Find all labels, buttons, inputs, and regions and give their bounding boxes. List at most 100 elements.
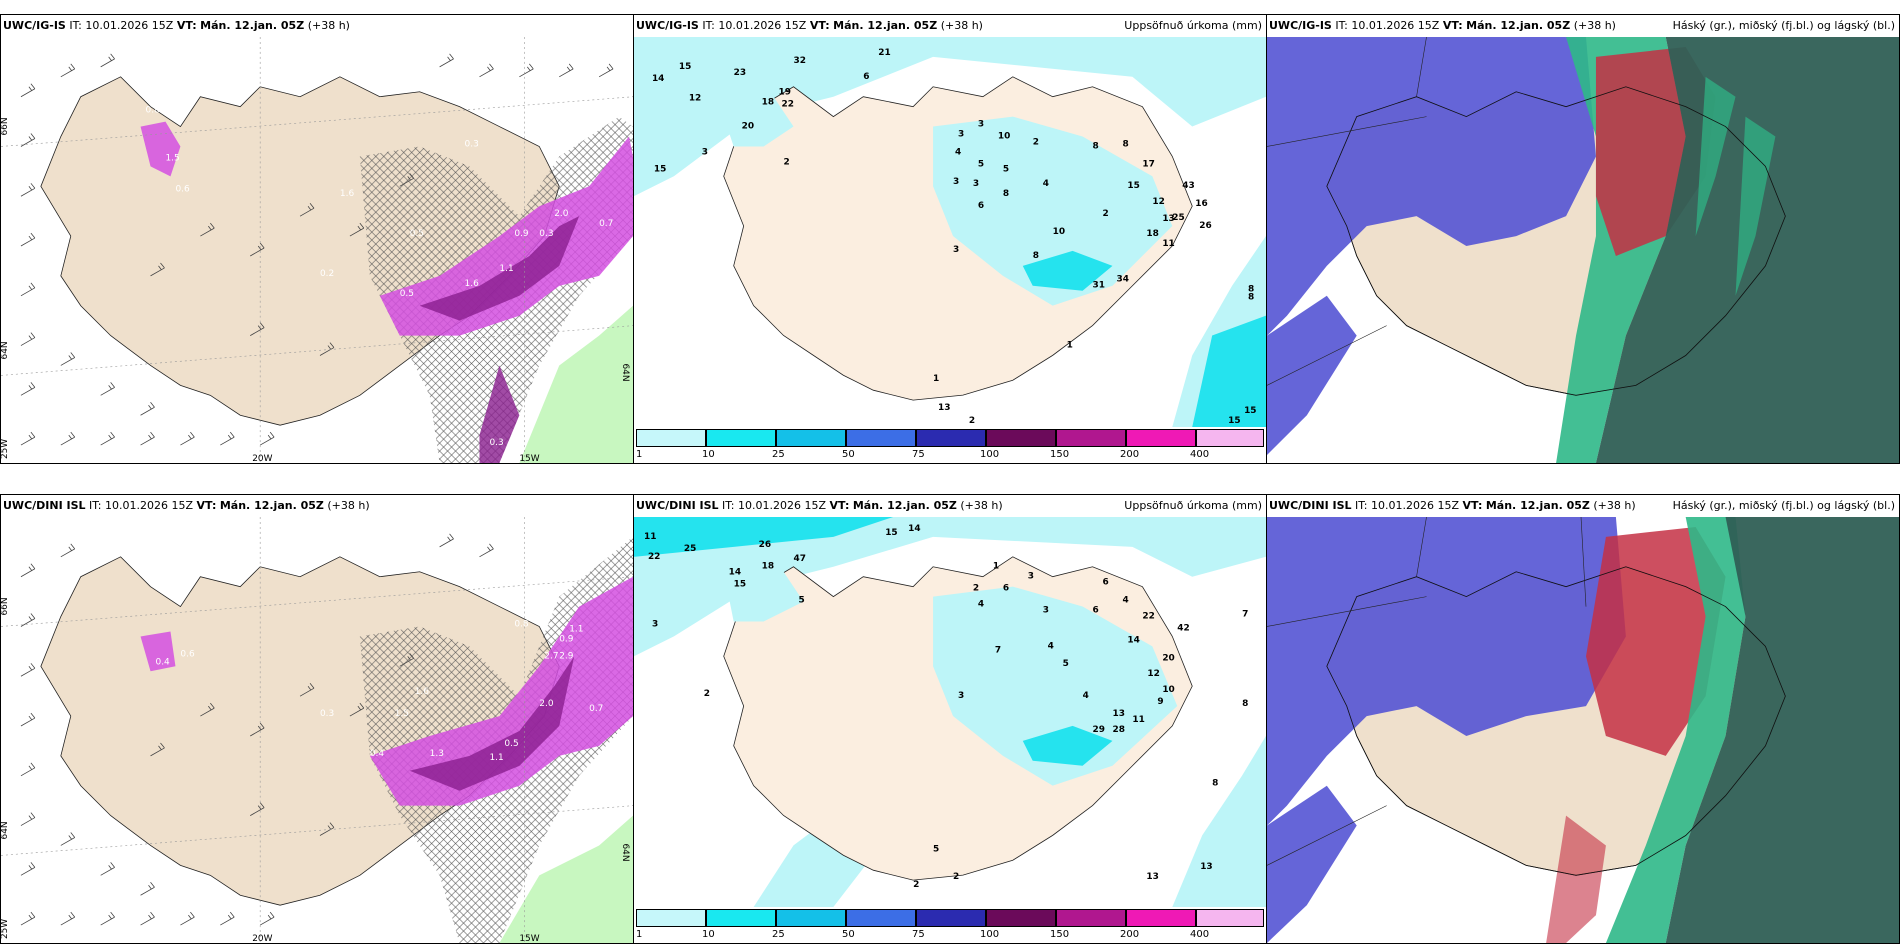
initial-time: 10.01.2026 15Z xyxy=(85,19,174,32)
map-svg: 66N 64N 25W 20W 15W 64N 0.4 0.6 0.8 1.1 … xyxy=(1,517,633,943)
value-label: 16 xyxy=(1195,199,1207,209)
axis-label: 20W xyxy=(252,934,272,943)
initial-time: 10.01.2026 15Z xyxy=(1371,499,1460,512)
value-label: 18 xyxy=(762,562,774,572)
value-label: 7 xyxy=(995,645,1001,655)
value-label: 18 xyxy=(762,98,774,108)
value-label: 14 xyxy=(652,74,664,84)
value-label: 42 xyxy=(1177,623,1189,633)
value-label: 2 xyxy=(953,872,959,882)
panel-accum-precip-dini: UWC/DINI ISL IT: 10.01.2026 15Z VT: Mán.… xyxy=(633,494,1267,944)
vt-label: VT: xyxy=(809,19,830,32)
model-name: UWC/DINI ISL xyxy=(1269,499,1352,512)
colorbar-cell xyxy=(986,909,1056,927)
value-label: 3 xyxy=(958,129,964,139)
value-label: 8 xyxy=(1003,189,1009,199)
value-label: 0.7 xyxy=(589,704,603,714)
value-label: 0.6 xyxy=(175,184,190,194)
colorbar-tick: 25 xyxy=(772,449,785,460)
vt-label: VT: xyxy=(1462,499,1483,512)
colorbar-tick: 400 xyxy=(1190,929,1210,940)
value-label: 0.5 xyxy=(410,229,424,239)
low-cloud-blue-south xyxy=(1267,785,1357,943)
value-label: 3 xyxy=(973,179,979,189)
value-label: 2 xyxy=(1033,137,1039,147)
axis-label: 15W xyxy=(519,454,539,463)
lead-time: (+38 h) xyxy=(307,19,350,32)
value-label: 4 xyxy=(1122,596,1128,606)
colorbar-cell xyxy=(1056,429,1126,447)
axis-label: 66N xyxy=(1,117,10,135)
colorbar-tick: 25 xyxy=(772,929,785,940)
panel-wind-precip-igis: UWC/IG-IS IT: 10.01.2026 15Z VT: Mán. 12… xyxy=(0,14,634,464)
value-label: 2 xyxy=(784,157,790,167)
precip-west xyxy=(140,121,181,177)
colorbar-tick: 1 xyxy=(636,929,643,940)
model-name: UWC/IG-IS xyxy=(1269,19,1332,32)
value-label: 4 xyxy=(1048,641,1054,651)
cyan-south xyxy=(1172,735,1266,907)
value-label: 1.6 xyxy=(340,189,355,199)
coast-outline xyxy=(1326,86,1786,396)
value-label: 25 xyxy=(684,544,696,554)
value-label: 5 xyxy=(1063,659,1069,669)
value-label: 14 xyxy=(1127,635,1139,645)
colorbar-tick: 75 xyxy=(912,929,925,940)
value-label: 13 xyxy=(1112,709,1124,719)
value-label: 1.6 xyxy=(415,687,430,697)
initial-time: 10.01.2026 15Z xyxy=(1351,19,1440,32)
value-label: 6 xyxy=(1093,606,1099,616)
value-label: 11 xyxy=(644,532,656,542)
low-cloud-blue-south xyxy=(1267,295,1357,456)
value-label: 6 xyxy=(1003,584,1009,594)
value-label: 0.9 xyxy=(514,229,529,239)
axis-label: 20W xyxy=(252,454,272,463)
colorbar-tick: 10 xyxy=(702,929,715,940)
value-label: 32 xyxy=(793,56,805,66)
colorbar-cell xyxy=(846,429,916,447)
colorbar-cell xyxy=(916,909,986,927)
precip-west xyxy=(140,631,176,672)
low-cloud-blue xyxy=(1267,517,1626,826)
precip-values: 0.8 1.5 0.6 0.3 0.5 1.6 1.1 0.9 0.3 0.7 … xyxy=(146,106,614,448)
value-label: 3 xyxy=(953,245,959,255)
axis-label: 64N xyxy=(620,843,630,861)
value-label: 8 xyxy=(1248,285,1254,295)
value-label: 14 xyxy=(729,568,741,578)
panel-title: Háský (gr.), miðský (fj.bl.) og lágský (… xyxy=(1672,19,1895,32)
value-label: 7 xyxy=(1242,609,1248,619)
value-label: 13 xyxy=(1200,862,1212,872)
panel-clouds-dini: UWC/DINI ISL IT: 10.01.2026 15Z VT: Mán.… xyxy=(1266,494,1900,944)
model-name: UWC/DINI ISL xyxy=(3,499,86,512)
map-area xyxy=(1267,517,1899,943)
it-label: IT: xyxy=(1355,499,1368,512)
value-label: 21 xyxy=(878,48,890,58)
panel-header: UWC/IG-IS IT: 10.01.2026 15Z VT: Mán. 12… xyxy=(634,15,1266,37)
colorbar-cell xyxy=(776,909,846,927)
precip-cyan-inland xyxy=(933,586,1178,786)
colorbar-cell xyxy=(636,909,706,927)
panel-accum-precip-igis: UWC/IG-IS IT: 10.01.2026 15Z VT: Mán. 12… xyxy=(633,14,1267,464)
map-svg xyxy=(1267,37,1899,463)
precip-cyan-strong xyxy=(1022,250,1113,291)
value-label: 0.8 xyxy=(146,106,161,116)
value-label: 3 xyxy=(978,120,984,130)
value-label: 13 xyxy=(1146,872,1158,882)
precip-magenta-dark xyxy=(409,656,575,791)
value-label: 3 xyxy=(702,147,708,157)
model-name: UWC/IG-IS xyxy=(3,19,66,32)
value-label: 4 xyxy=(955,147,961,157)
cyan-sea xyxy=(634,517,1266,657)
value-label: 17 xyxy=(1142,159,1154,169)
lead-time: (+38 h) xyxy=(940,19,983,32)
colorbar-cell xyxy=(776,429,846,447)
map-svg: 14 15 23 32 21 6 12 18 19 22 20 15 3 2 3… xyxy=(634,37,1266,427)
colorbar-cell xyxy=(986,429,1056,447)
colorbar-cell xyxy=(1196,909,1264,927)
vt-label: VT: xyxy=(829,499,850,512)
value-label: 1.1 xyxy=(499,264,513,274)
map-area xyxy=(1267,37,1899,463)
value-label: 14 xyxy=(908,524,920,534)
value-label: 6 xyxy=(978,201,984,211)
value-label: 8 xyxy=(1122,139,1128,149)
